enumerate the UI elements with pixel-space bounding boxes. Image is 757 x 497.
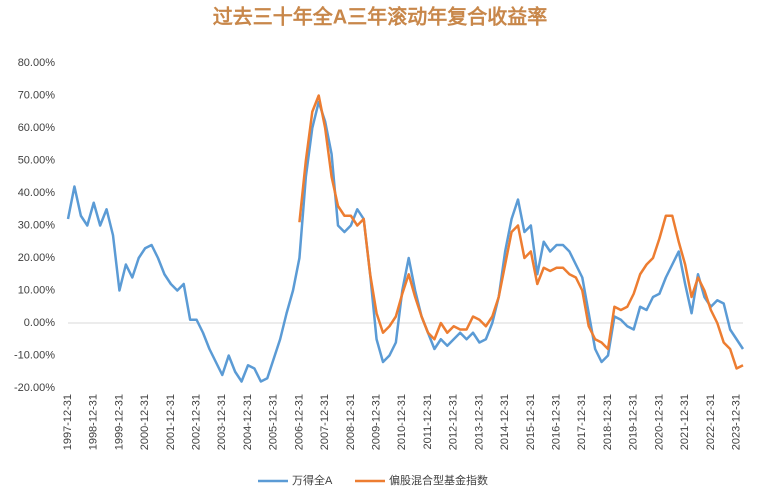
y-tick-label: 0.00% bbox=[24, 317, 55, 329]
x-tick-label: 2007-12-31 bbox=[319, 394, 331, 450]
x-tick-label: 2002-12-31 bbox=[190, 394, 202, 450]
x-tick-label: 2008-12-31 bbox=[345, 394, 357, 450]
x-tick-label: 2021-12-31 bbox=[679, 394, 691, 450]
x-tick-label: 2010-12-31 bbox=[396, 394, 408, 450]
x-tick-label: 2023-12-31 bbox=[730, 394, 742, 450]
y-tick-label: -20.00% bbox=[14, 382, 55, 394]
x-tick-label: 2018-12-31 bbox=[602, 394, 614, 450]
x-tick-label: 2006-12-31 bbox=[293, 394, 305, 450]
x-tick-label: 2013-12-31 bbox=[473, 394, 485, 450]
y-tick-label: 10.00% bbox=[18, 284, 56, 296]
x-tick-label: 2004-12-31 bbox=[242, 394, 254, 450]
x-tick-label: 2011-12-31 bbox=[422, 394, 434, 449]
y-tick-label: 20.00% bbox=[18, 252, 56, 264]
series-line bbox=[298, 94, 744, 370]
x-tick-label: 2009-12-31 bbox=[370, 394, 382, 450]
x-tick-label: 2012-12-31 bbox=[448, 394, 460, 450]
y-tick-label: 70.00% bbox=[18, 89, 56, 101]
legend-label: 万得全A bbox=[292, 473, 333, 487]
y-tick-label: 50.00% bbox=[18, 154, 56, 166]
x-tick-label: 2000-12-31 bbox=[139, 394, 151, 450]
legend-label: 偏股混合型基金指数 bbox=[389, 473, 488, 487]
x-tick-label: 2019-12-31 bbox=[628, 394, 640, 450]
chart-title: 过去三十年全A三年滚动年复合收益率 bbox=[213, 4, 547, 28]
y-tick-label: 60.00% bbox=[18, 122, 56, 134]
x-tick-label: 2020-12-31 bbox=[653, 394, 665, 450]
series-line bbox=[66, 100, 745, 383]
x-tick-label: 1997-12-31 bbox=[62, 394, 74, 450]
x-tick-label: 1999-12-31 bbox=[113, 394, 125, 450]
x-tick-label: 2005-12-31 bbox=[268, 394, 280, 450]
y-tick-label: 80.00% bbox=[18, 57, 56, 69]
y-tick-label: 30.00% bbox=[18, 219, 56, 231]
x-tick-label: 2015-12-31 bbox=[525, 394, 537, 450]
y-tick-label: 40.00% bbox=[18, 187, 56, 199]
x-tick-label: 2014-12-31 bbox=[499, 394, 511, 450]
x-tick-label: 2016-12-31 bbox=[550, 394, 562, 450]
x-tick-label: 2003-12-31 bbox=[216, 394, 228, 450]
x-tick-label: 1998-12-31 bbox=[88, 394, 100, 450]
y-tick-label: -10.00% bbox=[14, 349, 55, 361]
x-tick-label: 2001-12-31 bbox=[165, 394, 177, 450]
x-tick-label: 2022-12-31 bbox=[705, 394, 717, 450]
x-tick-label: 2017-12-31 bbox=[576, 394, 588, 450]
